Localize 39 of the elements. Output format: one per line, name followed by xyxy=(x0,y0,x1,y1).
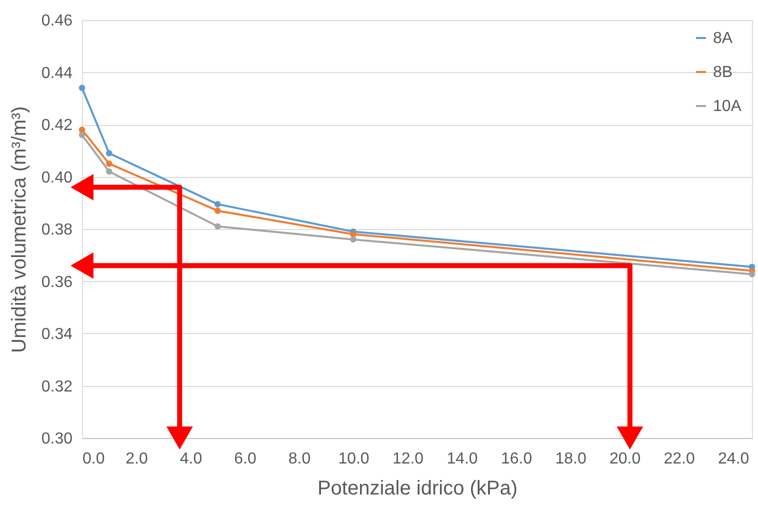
y-tick-label: 0.30 xyxy=(41,430,73,448)
x-tick-label: 0.0 xyxy=(82,450,105,468)
x-tick-label: 18.0 xyxy=(555,450,586,468)
point xyxy=(214,223,221,230)
point xyxy=(214,208,221,214)
x-tick-label: 12.0 xyxy=(392,450,424,468)
point xyxy=(106,160,112,167)
x-tick-label: 22.0 xyxy=(664,450,695,468)
y-tick-label: 0.42 xyxy=(41,117,73,134)
x-tick-label: 14.0 xyxy=(446,450,478,468)
point xyxy=(106,150,112,156)
x-tick-label: 4.0 xyxy=(180,450,202,468)
point xyxy=(748,271,756,278)
point xyxy=(106,168,112,175)
y-tick-label: 0.46 xyxy=(41,12,73,30)
x-tick-label: 8.0 xyxy=(288,450,311,468)
point xyxy=(78,132,86,138)
y-tick-label: 0.34 xyxy=(41,326,73,343)
x-tick-label: 2.0 xyxy=(126,450,148,468)
point xyxy=(350,236,356,243)
x-tick-label: 10.0 xyxy=(338,450,370,468)
x-tick-label: 20.0 xyxy=(609,450,641,468)
legend-label: 8B xyxy=(713,64,733,81)
legend-label: 8A xyxy=(713,30,733,47)
point xyxy=(350,231,356,238)
x-axis-title: Potenziale idrico (kPa) xyxy=(317,478,518,500)
y-tick-label: 0.32 xyxy=(41,378,73,396)
point xyxy=(214,201,221,208)
x-tick-label: 24.0 xyxy=(718,450,750,468)
point xyxy=(78,126,86,133)
y-tick-label: 0.38 xyxy=(41,222,73,238)
x-tick-label: 6.0 xyxy=(234,450,256,468)
y-tick-label: 0.36 xyxy=(41,274,73,291)
y-axis-title: Umidità volumetrica (m³/m³) xyxy=(8,106,30,353)
point xyxy=(78,84,86,92)
legend-label: 10A xyxy=(713,98,742,115)
y-tick-label: 0.44 xyxy=(41,64,73,82)
y-tick-label: 0.40 xyxy=(41,169,73,186)
x-tick-label: 16.0 xyxy=(500,450,532,468)
